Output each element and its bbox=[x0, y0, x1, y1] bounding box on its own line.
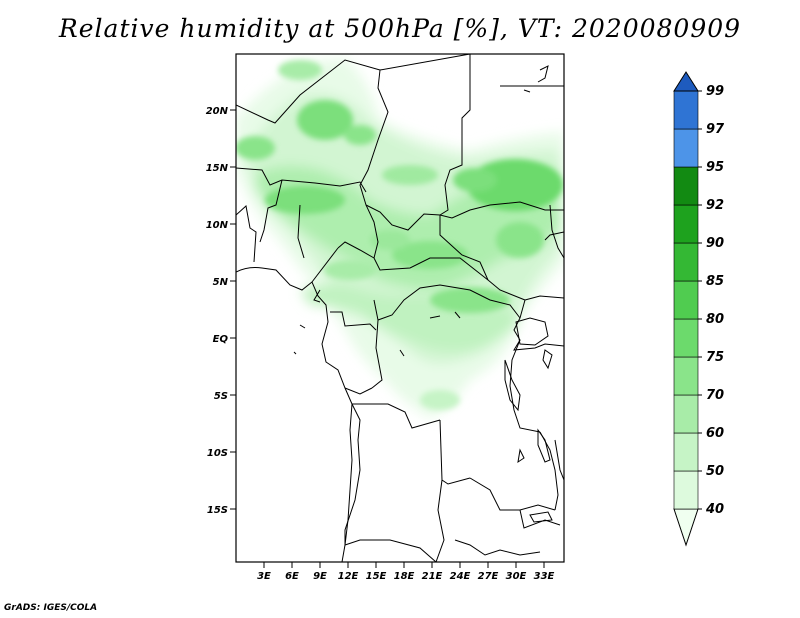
colorbar-label: 60 bbox=[706, 426, 724, 441]
colorbar-label: 85 bbox=[706, 274, 724, 289]
lat-label-10n: 10N bbox=[206, 220, 229, 231]
colorbar-label: 75 bbox=[706, 350, 724, 365]
colorbar-segment-above bbox=[673, 71, 699, 92]
latitude-axis bbox=[230, 109, 236, 510]
lat-label-5s: 5S bbox=[214, 391, 228, 402]
lon-label-18e: 18E bbox=[394, 571, 415, 582]
map-title: Relative humidity at 500hPa [%], VT: 202… bbox=[58, 14, 742, 43]
colorbar-label: 70 bbox=[706, 388, 724, 403]
colorbar-segment bbox=[673, 470, 699, 510]
lat-label-eq: EQ bbox=[213, 334, 229, 345]
colorbar-segment bbox=[673, 280, 699, 320]
colorbar-segment bbox=[673, 318, 699, 358]
lat-label-10s: 10S bbox=[207, 448, 228, 459]
colorbar-label: 97 bbox=[706, 122, 725, 137]
colorbar-label: 90 bbox=[706, 236, 724, 251]
lon-label-12e: 12E bbox=[338, 571, 359, 582]
lon-label-30e: 30E bbox=[506, 571, 527, 582]
lon-label-15e: 15E bbox=[366, 571, 387, 582]
lon-label-6e: 6E bbox=[285, 571, 299, 582]
lat-label-5n: 5N bbox=[213, 277, 229, 288]
colorbar-label: 92 bbox=[706, 198, 724, 213]
lon-label-24e: 24E bbox=[450, 571, 471, 582]
colorbar-segment bbox=[673, 128, 699, 168]
lat-label-15s: 15S bbox=[207, 505, 228, 516]
latitude-labels: 20N 15N 10N 5N EQ 5S 10S 15S bbox=[206, 106, 229, 516]
lon-label-9e: 9E bbox=[313, 571, 327, 582]
colorbar-segment bbox=[673, 90, 699, 130]
lat-label-15n: 15N bbox=[206, 163, 229, 174]
colorbar-label: 50 bbox=[706, 464, 724, 479]
colorbar-label: 99 bbox=[706, 84, 724, 99]
country-borders bbox=[236, 54, 564, 562]
colorbar-segment bbox=[673, 166, 699, 206]
lon-label-21e: 21E bbox=[422, 571, 443, 582]
colorbar-segment-below bbox=[673, 508, 699, 547]
colorbar-segment bbox=[673, 394, 699, 434]
grads-credit: GrADS: IGES/COLA bbox=[4, 603, 98, 613]
colorbar-label: 95 bbox=[706, 160, 724, 175]
map-frame bbox=[235, 53, 565, 563]
colorbar-label: 40 bbox=[705, 502, 724, 517]
lon-label-27e: 27E bbox=[478, 571, 499, 582]
lon-label-33e: 33E bbox=[534, 571, 555, 582]
colorbar-label: 80 bbox=[706, 312, 724, 327]
colorbar-segment bbox=[673, 242, 699, 282]
lat-label-20n: 20N bbox=[206, 106, 229, 117]
colorbar-segment bbox=[673, 356, 699, 396]
longitude-axis bbox=[263, 562, 545, 568]
colorbar: 40 50 60 70 75 80 85 90 92 95 97 99 bbox=[673, 71, 725, 547]
colorbar-segment bbox=[673, 204, 699, 244]
longitude-labels: 3E 6E 9E 12E 15E 18E 21E 24E 27E 30E 33E bbox=[257, 571, 554, 582]
lon-label-3e: 3E bbox=[257, 571, 271, 582]
colorbar-segment bbox=[673, 432, 699, 472]
